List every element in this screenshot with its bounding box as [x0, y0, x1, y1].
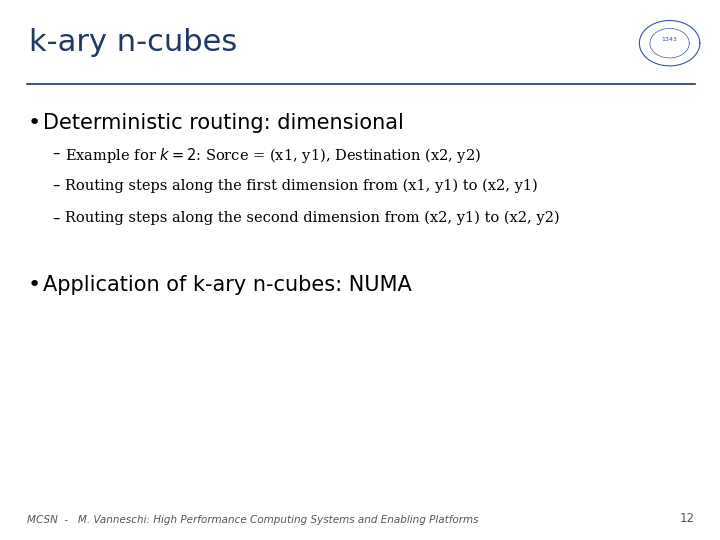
Text: Routing steps along the first dimension from (x1, y1) to (x2, y1): Routing steps along the first dimension … — [65, 178, 538, 193]
Text: Routing steps along the second dimension from (x2, y1) to (x2, y2): Routing steps along the second dimension… — [65, 211, 559, 225]
Text: 1343: 1343 — [662, 37, 678, 42]
Text: •: • — [27, 275, 40, 295]
Text: –: – — [52, 146, 59, 161]
Text: Deterministic routing: dimensional: Deterministic routing: dimensional — [43, 113, 404, 133]
Text: Example for $k = 2$: Sorce = (x1, y1), Destination (x2, y2): Example for $k = 2$: Sorce = (x1, y1), D… — [65, 146, 481, 165]
Text: 12: 12 — [680, 512, 695, 525]
Text: –: – — [52, 178, 59, 193]
Text: k-ary n-cubes: k-ary n-cubes — [29, 28, 237, 57]
Text: MCSN  -   M. Vanneschi: High Performance Computing Systems and Enabling Platform: MCSN - M. Vanneschi: High Performance Co… — [27, 515, 479, 525]
Text: –: – — [52, 211, 59, 226]
Text: •: • — [27, 113, 40, 133]
Text: Application of k-ary n-cubes: NUMA: Application of k-ary n-cubes: NUMA — [43, 275, 412, 295]
